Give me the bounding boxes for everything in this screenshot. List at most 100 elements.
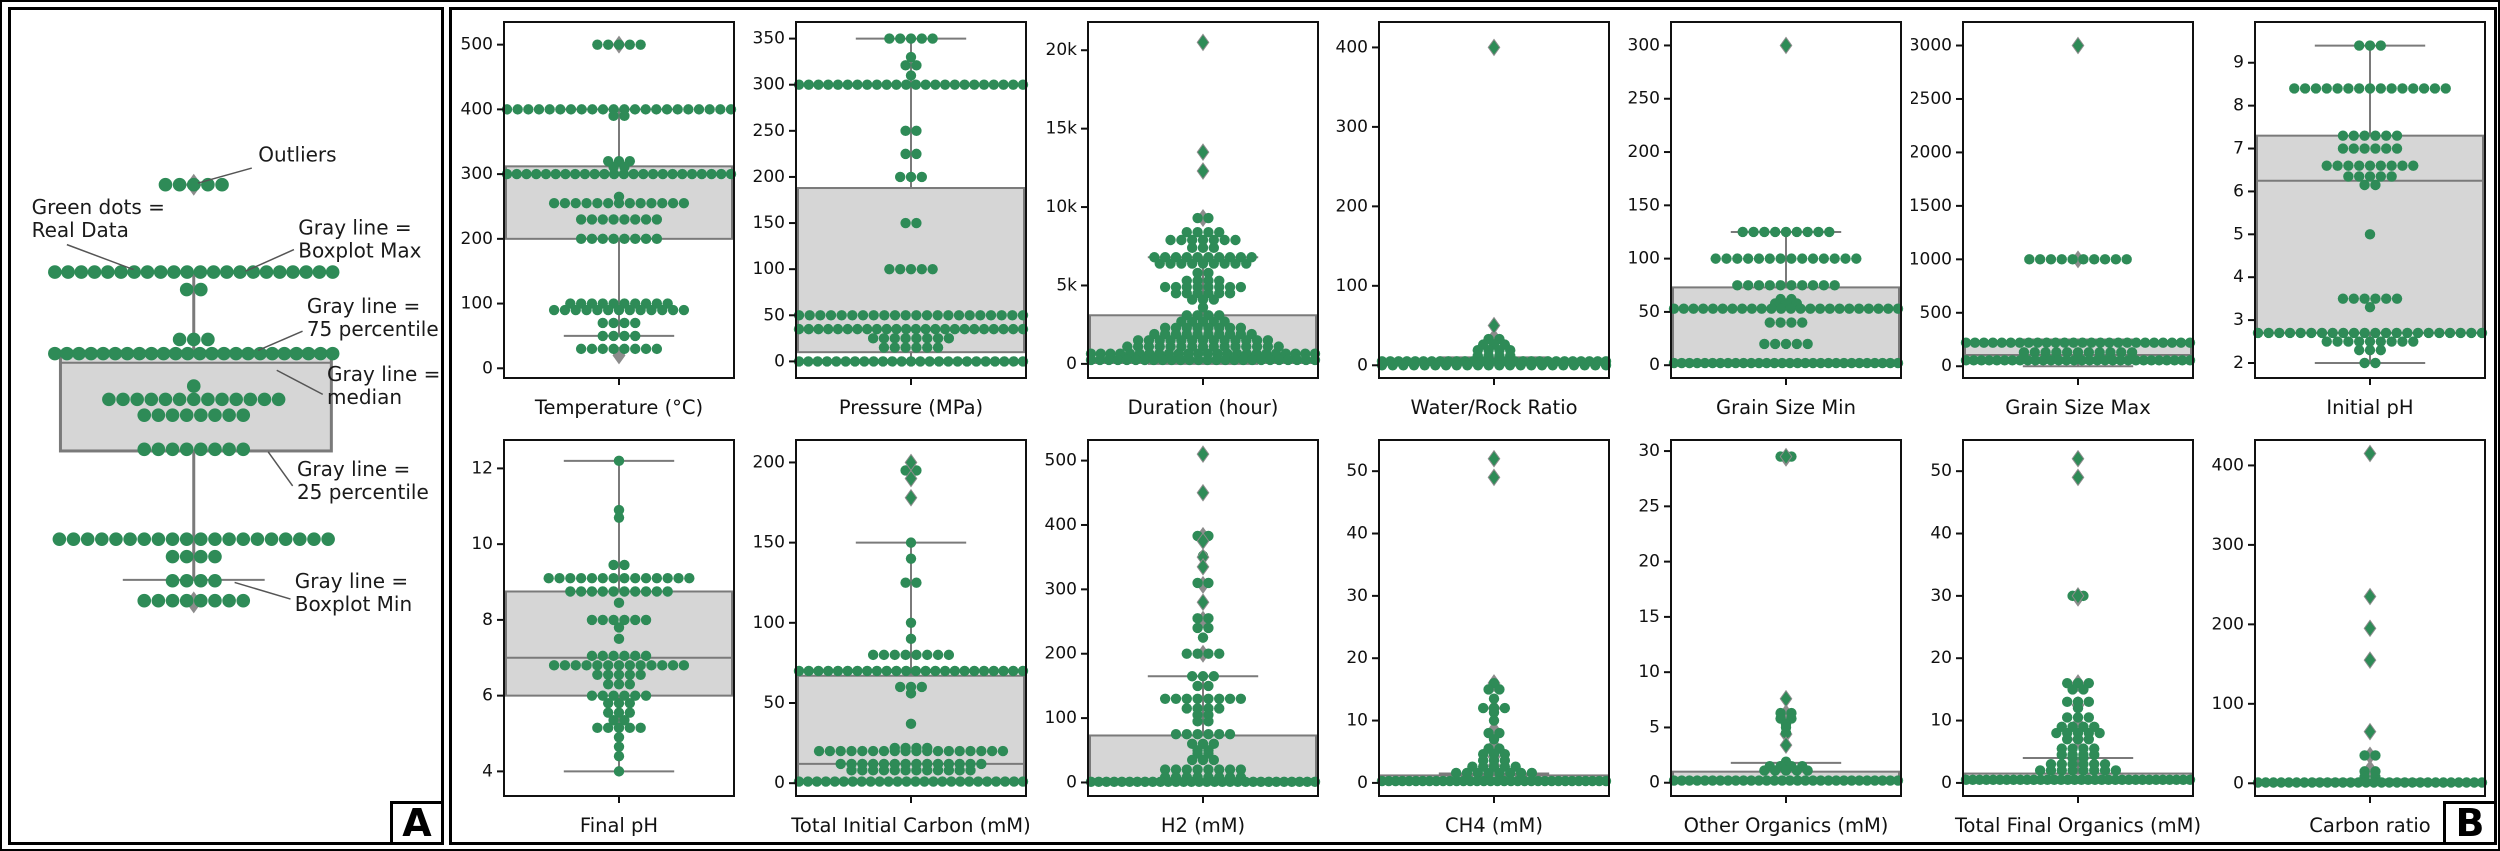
svg-text:1500: 1500	[1911, 196, 1952, 216]
svg-text:0: 0	[1066, 354, 1077, 374]
svg-text:20k: 20k	[1045, 40, 1077, 60]
svg-text:400: 400	[2211, 455, 2243, 475]
svg-text:Total Final Organics (mM): Total Final Organics (mM)	[1954, 814, 2201, 837]
subplot-total-initial-carbon: 0 50 100 150 200 Total Initial Carbon (mM)	[753, 439, 1031, 837]
svg-text:100: 100	[1336, 276, 1368, 296]
svg-text:Carbon ratio: Carbon ratio	[2309, 814, 2430, 837]
panel-a: Outliers Green dots = Real Data Gray line =…	[8, 7, 444, 845]
svg-text:Water/Rock Ratio: Water/Rock Ratio	[1411, 396, 1578, 419]
svg-text:100: 100	[753, 259, 785, 279]
svg-text:500: 500	[461, 35, 493, 55]
subplot-water-rock-ratio: 0 100 200 300 400 Water/Rock Ratio	[1336, 21, 1612, 419]
svg-text:3000: 3000	[1911, 36, 1952, 56]
svg-text:30: 30	[1930, 586, 1952, 606]
svg-text:5: 5	[1649, 717, 1660, 737]
svg-text:1000: 1000	[1911, 249, 1952, 269]
svg-text:100: 100	[461, 294, 493, 314]
svg-text:0: 0	[1649, 773, 1660, 793]
legend-annotation: Outliers	[258, 142, 336, 166]
svg-text:Duration (hour): Duration (hour)	[1127, 396, 1278, 419]
svg-text:200: 200	[753, 452, 785, 472]
svg-text:20: 20	[1347, 648, 1369, 668]
subplot-other-organics: 0 5 10 15 20 25 30 Other Organics (mM)	[1639, 439, 1904, 837]
svg-text:3: 3	[2233, 310, 2244, 330]
svg-text:0: 0	[1066, 772, 1077, 792]
subplot-cell-temperature: 0 100 200 300 400 500 Temperature (°C)	[452, 10, 743, 428]
subplot-cell-total-final-organics: 0 10 20 30 40 50 Total Final Organics (mM)	[1911, 428, 2202, 846]
legend-annotation: Green dots = Real Data	[32, 195, 165, 242]
svg-text:0: 0	[1941, 773, 1952, 793]
svg-text:0: 0	[774, 351, 785, 371]
svg-text:0: 0	[1941, 356, 1952, 376]
svg-text:5k: 5k	[1056, 275, 1077, 295]
svg-text:100: 100	[1628, 249, 1660, 269]
svg-text:Grain Size Min: Grain Size Min	[1716, 396, 1856, 419]
svg-text:100: 100	[1044, 708, 1076, 728]
svg-text:10k: 10k	[1045, 197, 1077, 217]
svg-text:400: 400	[1336, 37, 1368, 57]
svg-text:250: 250	[1628, 89, 1660, 109]
subplot-cell-grain-size-min: 0 50 100 150 200 250 300 Grain Size Min	[1619, 10, 1910, 428]
subplot-cell-carbon-ratio: 0 100 200 300 400 Carbon ratio	[2203, 428, 2494, 846]
svg-text:200: 200	[753, 167, 785, 187]
svg-text:Initial pH: Initial pH	[2326, 396, 2413, 419]
svg-text:40: 40	[1347, 524, 1369, 544]
subplot-cell-total-initial-carbon: 0 50 100 150 200 Total Initial Carbon (mM)	[744, 428, 1035, 846]
legend-annotation: Gray line = Boxplot Max	[298, 216, 421, 263]
svg-text:9: 9	[2233, 53, 2244, 73]
subplot-cell-grain-size-max: 0 500 1000 1500 2000 2500 3000 Grain Size Max	[1909, 10, 2202, 428]
subplot-cell-h2: 0 100 200 300 400 500 H2 (mM)	[1036, 428, 1327, 846]
svg-text:300: 300	[1336, 117, 1368, 137]
svg-text:150: 150	[1628, 195, 1660, 215]
subplot-grid: 0 100 200 300 400 500 Temperature (°C) 0 50 100 15…	[452, 10, 2494, 842]
svg-text:0: 0	[2233, 773, 2244, 793]
svg-text:30: 30	[1347, 586, 1369, 606]
svg-text:300: 300	[753, 75, 785, 95]
svg-text:8: 8	[483, 610, 494, 630]
svg-text:25: 25	[1639, 496, 1661, 516]
svg-text:15: 15	[1639, 607, 1661, 627]
svg-text:4: 4	[483, 761, 494, 781]
svg-text:Temperature (°C): Temperature (°C)	[534, 396, 703, 419]
svg-text:0: 0	[774, 773, 785, 793]
svg-text:150: 150	[753, 533, 785, 553]
svg-text:150: 150	[753, 213, 785, 233]
svg-text:200: 200	[461, 229, 493, 249]
legend-annotation: Gray line = Boxplot Min	[295, 569, 412, 616]
svg-text:0: 0	[1358, 355, 1369, 375]
svg-text:20: 20	[1930, 648, 1952, 668]
subplot-carbon-ratio: 0 100 200 300 400 Carbon ratio	[2211, 439, 2487, 837]
subplot-temperature: 0 100 200 300 400 500 Temperature (°C)	[461, 21, 737, 419]
svg-text:8: 8	[2233, 96, 2244, 116]
subplot-grain-size-max: 0 500 1000 1500 2000 2500 3000 Grain Size Max	[1909, 21, 2196, 419]
svg-text:200: 200	[1336, 196, 1368, 216]
svg-text:200: 200	[1044, 644, 1076, 664]
svg-text:300: 300	[1044, 579, 1076, 599]
svg-text:300: 300	[2211, 535, 2243, 555]
legend-annotated-boxplot: Outliers Green dots = Real Data Gray line =…	[32, 142, 441, 616]
subplot-pressure: 0 50 100 150 200 250 300 350 Pressure (MPa)	[753, 21, 1029, 419]
svg-text:50: 50	[1930, 461, 1952, 481]
subplot-grain-size-min: 0 50 100 150 200 250 300 Grain Size Min	[1628, 21, 1904, 419]
svg-text:Grain Size Max: Grain Size Max	[2005, 396, 2151, 419]
svg-text:300: 300	[461, 164, 493, 184]
subplot-initial-ph: 2 3 4 5 6 7 8 9 Initial pH	[2233, 21, 2487, 419]
svg-text:400: 400	[1044, 515, 1076, 535]
svg-text:350: 350	[753, 29, 785, 49]
svg-text:12: 12	[472, 458, 494, 478]
svg-text:Final pH: Final pH	[580, 814, 658, 837]
panel-b: 0 100 200 300 400 500 Temperature (°C) 0 50 100 15…	[449, 7, 2497, 845]
svg-text:200: 200	[2211, 614, 2243, 634]
svg-text:H2 (mM): H2 (mM)	[1161, 814, 1245, 837]
svg-text:50: 50	[763, 693, 785, 713]
svg-text:0: 0	[483, 358, 494, 378]
svg-text:500: 500	[1919, 303, 1951, 323]
subplot-h2: 0 100 200 300 400 500 H2 (mM)	[1044, 439, 1320, 837]
svg-text:100: 100	[2211, 694, 2243, 714]
subplot-ch4: 0 10 20 30 40 50 CH4 (mM)	[1347, 439, 1612, 837]
svg-text:5: 5	[2233, 224, 2244, 244]
svg-text:30: 30	[1639, 441, 1661, 461]
svg-text:50: 50	[763, 305, 785, 325]
svg-text:CH4 (mM): CH4 (mM)	[1446, 814, 1544, 837]
